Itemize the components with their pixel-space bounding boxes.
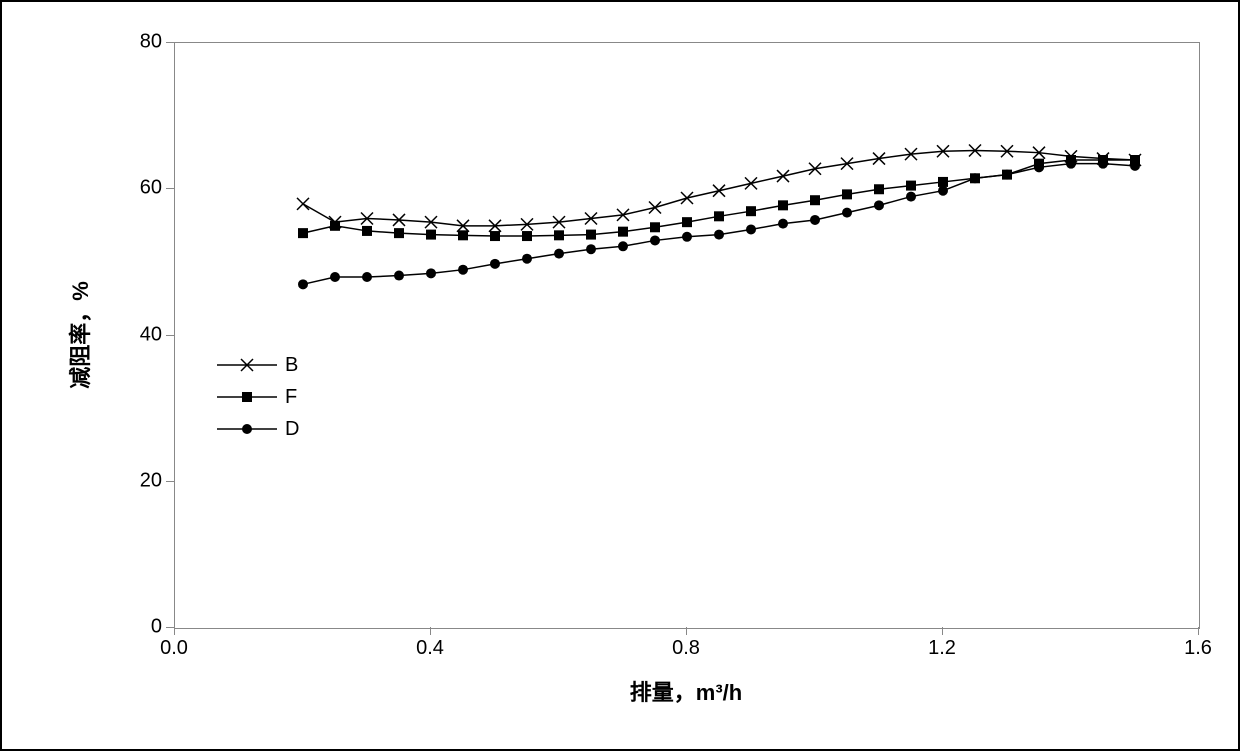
- series-marker-D: [554, 249, 564, 259]
- y-tick-label: 80: [140, 31, 162, 54]
- series-marker-B: [297, 198, 309, 210]
- series-marker-D: [874, 200, 884, 210]
- x-tick-mark: [174, 627, 175, 635]
- series-marker-F: [426, 230, 436, 240]
- series-line-D: [303, 164, 1135, 285]
- y-tick-label: 20: [140, 469, 162, 492]
- series-marker-F: [874, 184, 884, 194]
- series-marker-D: [842, 208, 852, 218]
- series-marker-D: [618, 241, 628, 251]
- series-marker-F: [778, 200, 788, 210]
- plot-area: [174, 42, 1200, 629]
- series-marker-D: [746, 224, 756, 234]
- series-marker-D: [1002, 170, 1012, 180]
- chart-frame: 减阻率，% 排量，m³/h BFD 0 20 40 60 80 0.0 0.4 0.8 1.2 1…: [0, 0, 1240, 751]
- series-marker-F: [330, 221, 340, 231]
- series-marker-D: [394, 271, 404, 281]
- legend-entry-F: F: [217, 384, 299, 410]
- series-marker-B: [649, 202, 661, 214]
- series-marker-F: [906, 181, 916, 191]
- series-marker-D: [1034, 162, 1044, 172]
- x-tick-label: 0.4: [416, 637, 444, 660]
- series-marker-B: [745, 177, 757, 189]
- x-tick-label: 0.0: [160, 637, 188, 660]
- series-marker-D: [458, 265, 468, 275]
- legend: BFD: [217, 352, 299, 448]
- series-marker-F: [746, 206, 756, 216]
- series-marker-B: [713, 185, 725, 197]
- x-tick-mark: [430, 627, 431, 635]
- y-tick-label: 60: [140, 177, 162, 200]
- x-tick-label: 1.6: [1184, 637, 1212, 660]
- legend-label: B: [285, 354, 298, 377]
- series-marker-D: [650, 235, 660, 245]
- series-marker-F: [458, 230, 468, 240]
- series-marker-D: [362, 272, 372, 282]
- series-marker-D: [426, 268, 436, 278]
- series-marker-D: [714, 230, 724, 240]
- series-marker-F: [682, 217, 692, 227]
- legend-swatch: [217, 387, 277, 407]
- series-marker-F: [650, 222, 660, 232]
- series-marker-D: [778, 219, 788, 229]
- series-marker-F: [810, 195, 820, 205]
- series-marker-F: [554, 230, 564, 240]
- series-marker-D: [330, 272, 340, 282]
- legend-swatch: [217, 355, 277, 375]
- y-tick-mark: [166, 627, 174, 628]
- series-marker-B: [681, 192, 693, 204]
- y-tick-mark: [166, 481, 174, 482]
- series-marker-F: [586, 230, 596, 240]
- series-marker-F: [842, 189, 852, 199]
- series-marker-F: [938, 177, 948, 187]
- y-tick-mark: [166, 335, 174, 336]
- series-marker-D: [938, 186, 948, 196]
- series-marker-F: [394, 228, 404, 238]
- x-tick-mark: [942, 627, 943, 635]
- series-marker-D: [682, 232, 692, 242]
- series-marker-D: [906, 192, 916, 202]
- series-marker-D: [1098, 159, 1108, 169]
- x-tick-label: 1.2: [928, 637, 956, 660]
- x-tick-mark: [1198, 627, 1199, 635]
- series-layer: [175, 43, 1199, 628]
- series-marker-D: [1066, 159, 1076, 169]
- legend-entry-D: D: [217, 416, 299, 442]
- series-marker-D: [810, 215, 820, 225]
- series-marker-B: [777, 170, 789, 182]
- series-marker-F: [362, 226, 372, 236]
- legend-swatch: [217, 419, 277, 439]
- y-tick-label: 0: [151, 616, 162, 639]
- legend-label: F: [285, 386, 297, 409]
- series-marker-D: [522, 254, 532, 264]
- series-marker-D: [586, 244, 596, 254]
- legend-label: D: [285, 418, 299, 441]
- series-marker-F: [522, 231, 532, 241]
- series-marker-F: [618, 227, 628, 237]
- series-marker-D: [970, 173, 980, 183]
- y-tick-mark: [166, 42, 174, 43]
- series-marker-D: [490, 259, 500, 269]
- series-marker-D: [1130, 161, 1140, 171]
- x-tick-label: 0.8: [672, 637, 700, 660]
- series-marker-D: [298, 279, 308, 289]
- x-tick-mark: [686, 627, 687, 635]
- x-axis-title: 排量，m³/h: [630, 675, 742, 707]
- series-marker-F: [490, 231, 500, 241]
- legend-entry-B: B: [217, 352, 299, 378]
- y-tick-mark: [166, 188, 174, 189]
- series-marker-F: [298, 228, 308, 238]
- series-marker-F: [714, 211, 724, 221]
- y-tick-label: 40: [140, 323, 162, 346]
- y-axis-title: 减阻率，%: [63, 281, 95, 389]
